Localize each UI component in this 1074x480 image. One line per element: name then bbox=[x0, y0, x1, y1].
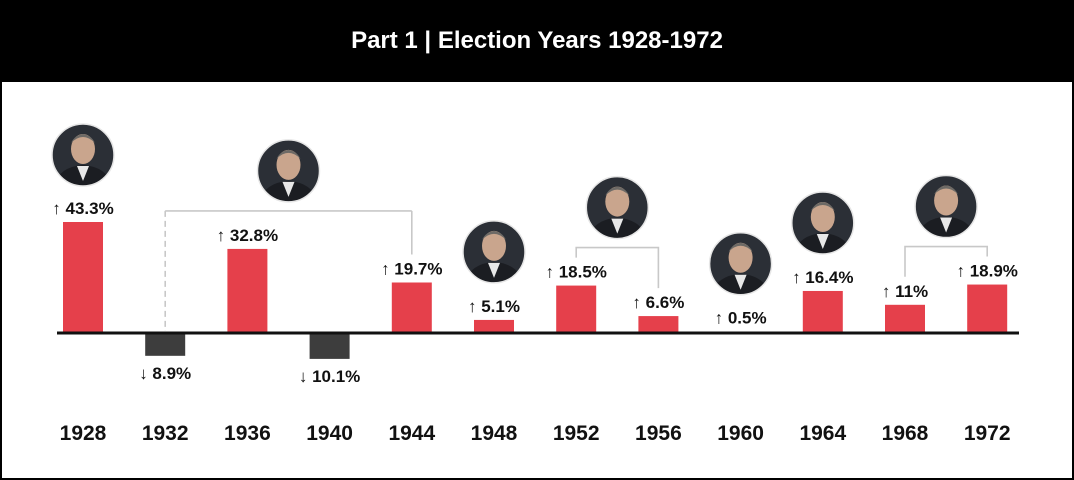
term-bracket-nixon bbox=[904, 245, 988, 277]
portrait-ring bbox=[914, 174, 978, 239]
bar-1932 bbox=[145, 333, 186, 356]
value-label-1928: ↑ 43.3% bbox=[52, 199, 113, 218]
bar-1948 bbox=[474, 319, 514, 333]
year-label-1936: 1936 bbox=[224, 422, 271, 445]
portrait-hoover-icon bbox=[51, 123, 115, 187]
portrait-ring bbox=[462, 220, 526, 284]
chart-header: Part 1 | Election Years 1928-1972 bbox=[0, 0, 1074, 82]
value-label-1940: ↓ 10.1% bbox=[299, 367, 360, 386]
election-returns-chart: ↑ 43.3% ↓ 8.9% ↑ 32.8% ↓ 10.1% ↑ 19.7% ↑ 5.1%… bbox=[51, 123, 1019, 445]
portrait-hair bbox=[605, 186, 630, 196]
year-label-1952: 1952 bbox=[553, 422, 600, 445]
portrait-hair bbox=[276, 149, 301, 159]
portrait-hair bbox=[71, 134, 95, 143]
bar-1928 bbox=[63, 222, 103, 333]
year-label-1940: 1940 bbox=[306, 422, 353, 445]
portrait-hair bbox=[728, 242, 753, 252]
portrait-collar bbox=[816, 233, 829, 249]
portrait-collar bbox=[940, 217, 953, 233]
portrait-face bbox=[482, 230, 506, 261]
term-bracket-eisenhower bbox=[575, 246, 660, 289]
year-label-1960: 1960 bbox=[717, 422, 764, 445]
value-label-1944: ↑ 19.7% bbox=[381, 259, 442, 278]
year-label-1972: 1972 bbox=[964, 422, 1011, 445]
portrait-ring bbox=[585, 175, 650, 240]
portrait-face bbox=[810, 201, 835, 232]
portrait-collar bbox=[488, 262, 500, 278]
value-label-1936: ↑ 32.8% bbox=[217, 226, 278, 245]
portrait-roosevelt-icon bbox=[256, 139, 321, 203]
portrait-ring bbox=[708, 231, 773, 296]
portrait-collar bbox=[77, 166, 89, 181]
bar-1944 bbox=[391, 282, 432, 333]
year-label-1956: 1956 bbox=[635, 422, 682, 445]
page-title: Part 1 | Election Years 1928-1972 bbox=[351, 27, 723, 54]
portrait-truman-icon bbox=[462, 220, 526, 284]
bar-1936 bbox=[227, 248, 268, 333]
value-label-1956: ↑ 6.6% bbox=[632, 293, 684, 312]
bar-1968 bbox=[885, 304, 925, 333]
portrait-face bbox=[728, 242, 753, 273]
year-label-1928: 1928 bbox=[60, 422, 107, 445]
bar-1964 bbox=[802, 290, 843, 333]
year-label-1964: 1964 bbox=[799, 422, 846, 445]
portrait-face bbox=[605, 186, 630, 217]
value-label-1948: ↑ 5.1% bbox=[468, 297, 520, 316]
value-label-1960: ↑ 0.5% bbox=[715, 309, 767, 328]
portrait-nixon-icon bbox=[914, 174, 978, 239]
portrait-collar bbox=[611, 218, 624, 234]
value-label-1964: ↑ 16.4% bbox=[792, 268, 853, 287]
value-label-1932: ↓ 8.9% bbox=[139, 364, 191, 383]
portrait-ring bbox=[256, 139, 321, 203]
portrait-kennedy-icon bbox=[708, 231, 773, 296]
bar-1952 bbox=[556, 285, 597, 333]
portrait-johnson-icon bbox=[791, 191, 855, 255]
portrait-face bbox=[934, 185, 959, 216]
portrait-ring bbox=[51, 123, 115, 187]
portrait-collar bbox=[734, 274, 747, 290]
value-label-1972: ↑ 18.9% bbox=[956, 262, 1017, 281]
portrait-face bbox=[276, 149, 301, 180]
portrait-hair bbox=[482, 230, 506, 240]
value-label-1952: ↑ 18.5% bbox=[545, 263, 606, 282]
year-label-1948: 1948 bbox=[471, 422, 518, 445]
bar-1940 bbox=[309, 333, 350, 359]
year-label-1968: 1968 bbox=[882, 422, 929, 445]
portrait-ring bbox=[791, 191, 855, 255]
year-label-1932: 1932 bbox=[142, 422, 189, 445]
bar-1956 bbox=[638, 316, 679, 333]
portrait-eisenhower-icon bbox=[585, 175, 650, 240]
portrait-hair bbox=[934, 185, 959, 195]
chart-panel: ↑ 43.3% ↓ 8.9% ↑ 32.8% ↓ 10.1% ↑ 19.7% ↑ 5.1%… bbox=[2, 82, 1072, 478]
bar-1972 bbox=[967, 284, 1008, 333]
portrait-collar bbox=[282, 181, 295, 197]
year-label-1944: 1944 bbox=[388, 422, 435, 445]
portrait-hair bbox=[810, 201, 835, 211]
portrait-face bbox=[71, 134, 95, 164]
value-label-1968: ↑ 11% bbox=[882, 282, 928, 301]
